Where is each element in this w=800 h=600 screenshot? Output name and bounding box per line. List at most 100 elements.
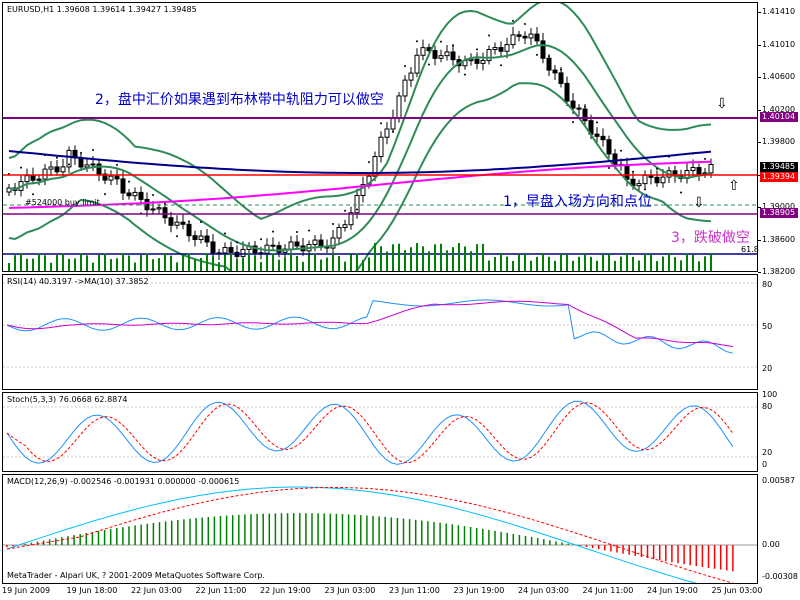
candle-bearish: [696, 167, 702, 175]
candle-bullish: [150, 208, 156, 211]
candle-bullish: [48, 166, 54, 170]
time-axis-label: 23 Jun 03:00: [324, 586, 376, 595]
candle-bullish: [486, 49, 492, 61]
candle-bullish: [384, 128, 390, 138]
candle-bullish: [132, 191, 138, 197]
candle-bullish: [642, 174, 648, 185]
candle-bullish: [312, 239, 318, 245]
candle-bearish: [126, 192, 132, 197]
price-scale-tick: [758, 239, 761, 241]
candle-bullish: [288, 241, 294, 250]
sar-dot: [464, 73, 466, 76]
macd-signal-line: [6, 487, 734, 583]
rsi-panel[interactable]: RSI(14) 40.3197 ->MA(10) 37.3852: [2, 274, 758, 390]
candle-bearish: [168, 217, 174, 226]
candle-bearish: [138, 191, 144, 200]
rsi-title: RSI(14) 40.3197 ->MA(10) 37.3852: [7, 277, 149, 286]
macd-scale: 0.00587 0.00 -0.00308: [758, 474, 800, 584]
candle-bearish: [540, 40, 546, 59]
candle-bullish: [444, 51, 450, 57]
price-scale-tick: [758, 109, 761, 111]
macd-panel[interactable]: MACD(12,26,9) -0.002546 -0.001931 0.0000…: [2, 474, 758, 584]
annotation-entry-note: 1，早盘入场方向和点位: [503, 194, 652, 210]
candle-bearish: [522, 35, 528, 39]
candle-bullish: [174, 221, 180, 226]
candle-bullish: [690, 167, 696, 171]
candle-bullish: [24, 175, 30, 183]
price-scale: 1.41410 1.41010 1.40600 1.40200 1.39800 1.394…: [758, 2, 800, 276]
candle-bearish: [582, 108, 588, 122]
candle-bullish: [108, 175, 114, 181]
candle-bearish: [228, 247, 234, 253]
sar-dot: [680, 191, 682, 194]
stoch-svg: [3, 400, 757, 465]
price-scale-tick: [758, 77, 761, 78]
sar-dot: [452, 44, 454, 47]
sar-dot: [632, 170, 634, 173]
sar-dot: [572, 121, 574, 124]
sar-dot: [80, 152, 82, 155]
candle-bearish: [276, 245, 282, 253]
stoch-title: Stoch(5,3,3) 76.0668 62.8874: [7, 395, 128, 404]
time-axis-label: 25 Jun 03:00: [711, 586, 763, 595]
candle-bearish: [120, 178, 126, 194]
candle-bearish: [204, 235, 210, 243]
candle-bullish: [342, 224, 348, 228]
candle-bullish: [42, 168, 48, 180]
candle-bullish: [90, 163, 96, 166]
price-scale-label: 1.40200: [762, 104, 796, 114]
sar-dot: [608, 166, 610, 169]
price-scale-label: 1.38200: [762, 267, 796, 276]
sar-dot: [344, 209, 346, 212]
sar-dot: [116, 163, 118, 166]
candle-bearish: [450, 51, 456, 61]
macd-scale-top: 0.00587: [762, 476, 796, 485]
candle-bullish: [240, 248, 246, 257]
candle-bullish: [330, 237, 336, 249]
candle-bullish: [156, 207, 162, 210]
macd-scale-zero: 0.00: [762, 540, 780, 549]
sar-dot: [524, 22, 526, 25]
sar-dot: [104, 193, 106, 196]
candle-bullish: [708, 163, 714, 174]
sar-dot: [224, 232, 226, 235]
candle-bullish: [378, 136, 384, 158]
price-scale-tick: [758, 12, 761, 13]
stoch-panel[interactable]: Stoch(5,3,3) 76.0668 62.8874: [2, 392, 758, 472]
time-axis-label: 22 Jun 03:00: [131, 586, 182, 595]
sar-dot: [548, 55, 550, 58]
candle-bullish: [492, 47, 498, 51]
sar-dot: [476, 48, 478, 51]
sar-dot: [380, 122, 382, 125]
candle-bearish: [210, 241, 216, 254]
candle-bullish: [510, 34, 516, 46]
sar-dot: [188, 220, 190, 223]
price-scale-tick: [758, 272, 761, 273]
sar-dot: [128, 180, 130, 183]
candle-bearish: [114, 175, 120, 180]
candle-bullish: [66, 149, 72, 168]
stoch-main-line: [6, 400, 734, 465]
candle-bearish: [564, 82, 570, 102]
sar-dot: [272, 230, 274, 233]
candle-bearish: [606, 139, 612, 155]
sar-dot: [200, 221, 202, 224]
price-scale-tick: [758, 207, 761, 208]
candle-bearish: [594, 133, 600, 137]
candle-bearish: [600, 135, 606, 141]
macd-svg: [3, 486, 757, 583]
time-axis-label: 19 Jun 18:00: [66, 586, 118, 595]
stoch-scale-80: 80: [762, 402, 773, 411]
candle-bearish: [294, 241, 300, 247]
time-axis-label: 22 Jun 11:00: [195, 586, 247, 595]
current-price-box: 1.39485: [760, 162, 798, 172]
price-scale-label: 1.41010: [762, 39, 796, 49]
candle-bullish: [198, 235, 204, 241]
sar-dot: [56, 156, 58, 159]
candle-bullish: [84, 164, 90, 168]
time-axis-label: 24 Jun 19:00: [647, 586, 698, 595]
price-chart-panel[interactable]: EURUSD,H1 1.39608 1.39614 1.39427 1.3948…: [2, 2, 759, 272]
time-axis-label: 24 Jun 03:00: [518, 586, 569, 595]
sar-dot: [368, 161, 370, 164]
candle-bearish: [186, 223, 192, 237]
